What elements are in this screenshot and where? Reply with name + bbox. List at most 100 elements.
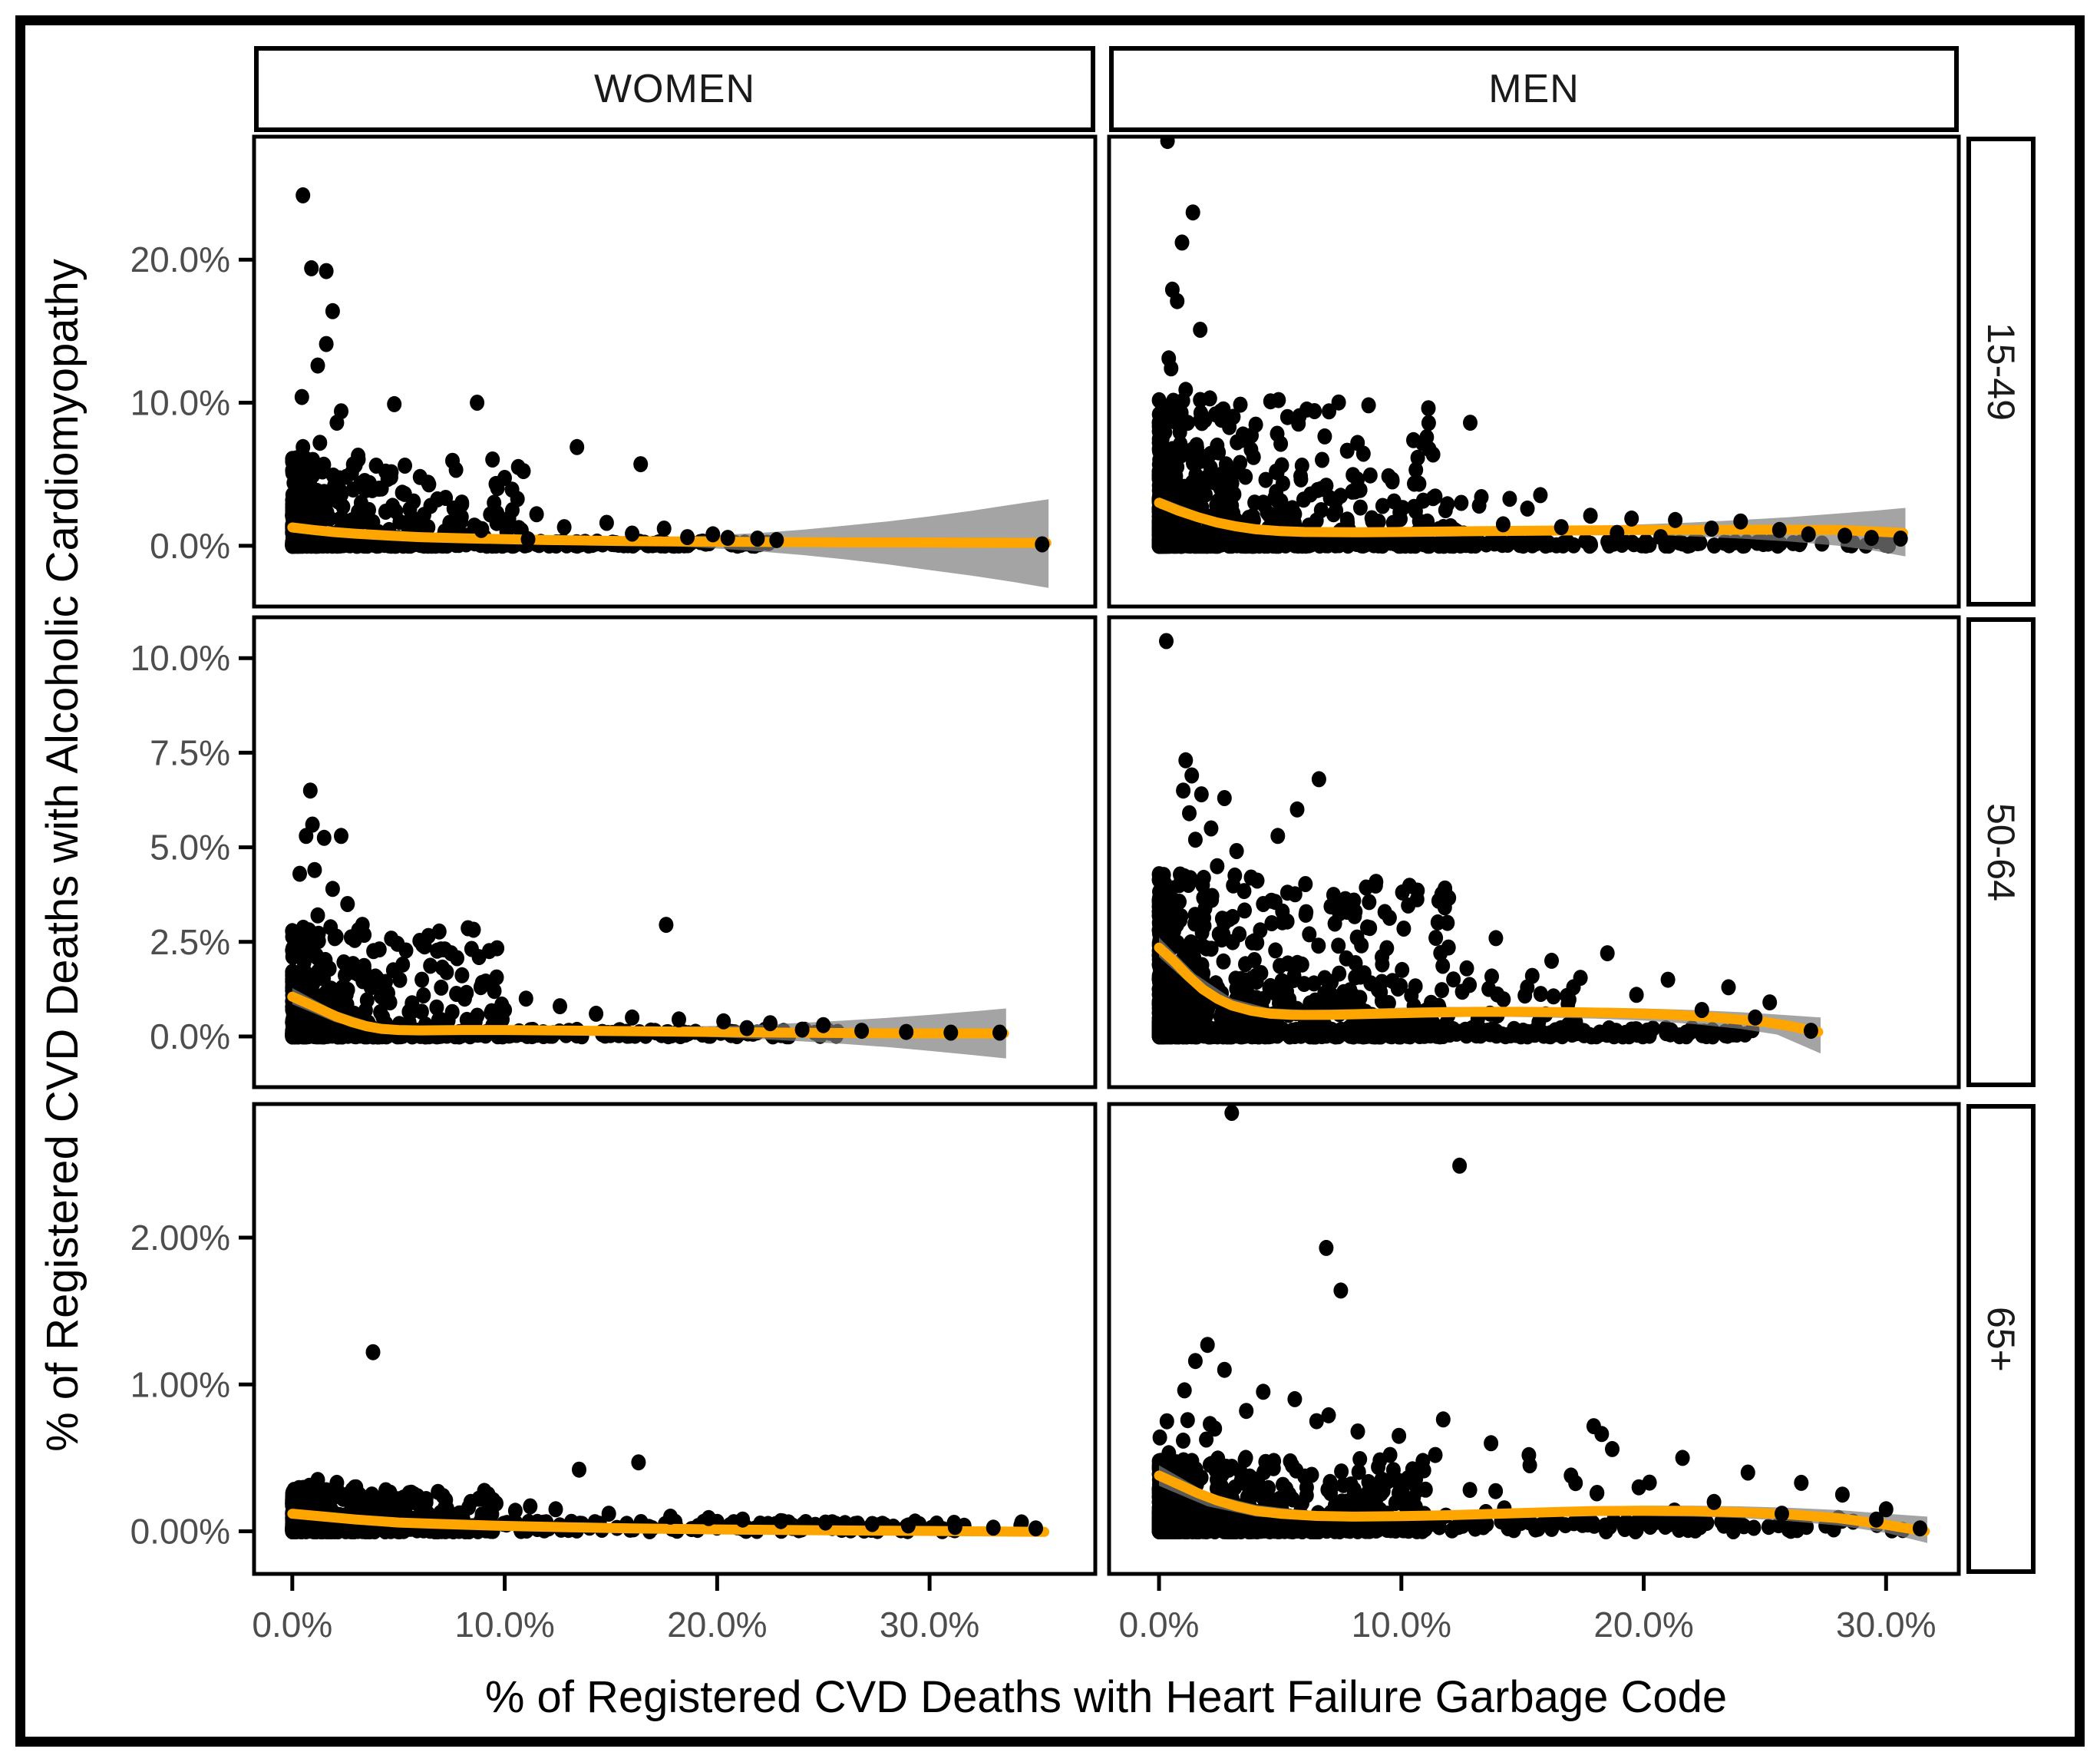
data-point <box>363 515 378 532</box>
data-point <box>1177 943 1191 960</box>
data-point <box>570 438 585 455</box>
data-point <box>1268 942 1283 959</box>
data-point <box>1258 471 1273 488</box>
data-point <box>773 1512 788 1529</box>
data-point <box>1245 537 1260 554</box>
data-point <box>1566 537 1581 554</box>
data-point <box>463 1493 478 1510</box>
data-point <box>1515 1026 1530 1043</box>
data-point <box>325 881 340 898</box>
data-point <box>363 979 378 996</box>
data-point <box>398 458 412 474</box>
panel-men-65plus <box>1109 1104 1959 1574</box>
data-point <box>485 451 500 468</box>
data-point <box>1352 968 1368 985</box>
data-point <box>680 529 695 546</box>
data-point <box>794 1021 810 1038</box>
data-point <box>414 1003 429 1020</box>
data-point <box>1202 390 1217 407</box>
data-point <box>1194 786 1209 803</box>
data-point <box>1801 526 1816 543</box>
data-point <box>1771 521 1787 538</box>
data-point <box>1408 461 1424 478</box>
data-point <box>672 1011 686 1028</box>
data-point <box>720 530 735 547</box>
data-point <box>1256 896 1271 912</box>
smooth-line <box>287 1509 1050 1537</box>
data-point <box>1311 937 1326 954</box>
data-point <box>1248 967 1263 984</box>
data-point <box>1331 394 1346 411</box>
data-point <box>529 506 544 523</box>
data-point <box>378 974 393 990</box>
data-point <box>333 537 348 554</box>
data-point <box>1282 1026 1297 1043</box>
data-point <box>1233 455 1248 471</box>
scatter-outlier-points <box>292 782 1007 1041</box>
data-point <box>716 1013 731 1030</box>
data-point <box>864 1516 880 1532</box>
data-point <box>319 1482 334 1499</box>
data-point <box>1803 1023 1818 1040</box>
panel-women-50-64 <box>254 617 1095 1087</box>
data-point <box>296 187 311 203</box>
data-point <box>1464 1020 1480 1036</box>
data-point <box>1152 464 1167 481</box>
data-point <box>362 501 376 518</box>
data-point <box>1533 986 1548 1003</box>
data-point <box>1160 451 1174 468</box>
data-point <box>1524 967 1540 984</box>
data-point <box>286 1482 302 1499</box>
data-point <box>1440 496 1455 513</box>
data-point <box>1222 418 1237 435</box>
data-point <box>1174 405 1189 421</box>
data-point <box>421 519 436 536</box>
data-point <box>418 1491 434 1507</box>
data-point <box>291 932 305 949</box>
data-point <box>1393 977 1408 994</box>
data-point <box>1382 909 1397 926</box>
data-point <box>470 395 485 411</box>
data-point <box>1204 820 1219 837</box>
data-point <box>318 509 333 526</box>
data-point <box>304 260 319 276</box>
panel-border <box>252 615 1098 1089</box>
data-point <box>478 974 494 990</box>
data-point <box>1352 499 1368 516</box>
data-point <box>1279 884 1295 901</box>
data-point <box>1533 487 1548 504</box>
data-point <box>1317 996 1332 1013</box>
data-point <box>302 782 318 799</box>
data-point <box>368 458 384 474</box>
data-point <box>572 1461 586 1478</box>
data-point <box>1343 985 1359 1002</box>
data-point <box>312 1024 327 1041</box>
data-point <box>1421 441 1437 458</box>
data-point <box>1893 531 1908 547</box>
data-point <box>1410 449 1425 466</box>
data-point <box>1635 1028 1650 1045</box>
data-point <box>1229 843 1244 859</box>
data-point <box>1210 437 1225 454</box>
data-point <box>1468 537 1483 554</box>
data-point <box>1496 991 1511 1008</box>
data-point <box>1297 537 1312 554</box>
data-point <box>1695 1026 1710 1043</box>
data-point <box>371 941 387 958</box>
data-point <box>553 998 567 1015</box>
data-point <box>325 302 340 319</box>
data-point <box>1721 979 1736 996</box>
data-point <box>434 959 450 976</box>
data-point <box>1304 1466 1319 1483</box>
data-point <box>1275 903 1290 920</box>
data-point <box>319 336 334 352</box>
data-point <box>340 896 355 912</box>
data-point <box>489 1495 504 1512</box>
data-point <box>1197 412 1213 428</box>
data-point <box>1864 530 1879 547</box>
data-point <box>1302 926 1317 943</box>
data-point <box>310 1519 325 1535</box>
data-point <box>1600 945 1615 962</box>
data-point <box>1160 535 1175 552</box>
data-point <box>1243 869 1259 886</box>
